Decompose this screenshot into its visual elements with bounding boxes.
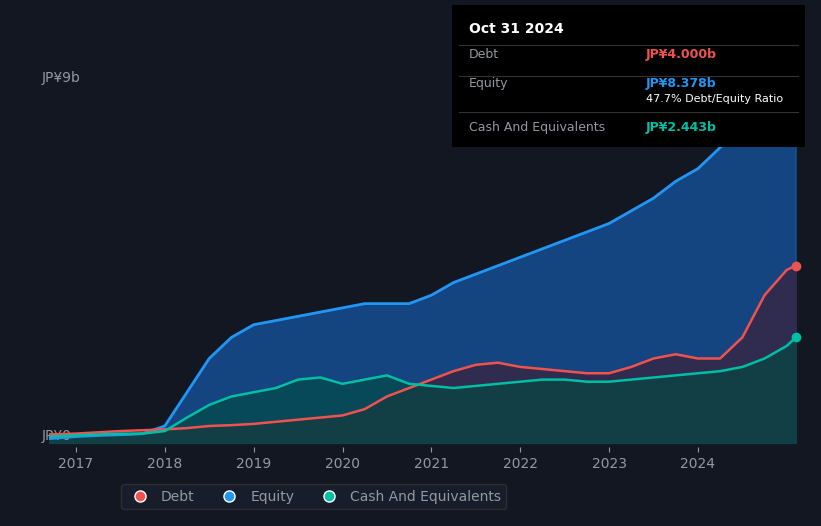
Text: Oct 31 2024: Oct 31 2024: [470, 22, 564, 36]
Text: JP¥2.443b: JP¥2.443b: [646, 121, 717, 134]
Text: Debt: Debt: [470, 48, 499, 62]
Text: JP¥9b: JP¥9b: [42, 71, 80, 85]
Text: JP¥4.000b: JP¥4.000b: [646, 48, 717, 62]
Text: Cash And Equivalents: Cash And Equivalents: [470, 121, 605, 134]
Text: Equity: Equity: [470, 77, 509, 90]
Legend: Debt, Equity, Cash And Equivalents: Debt, Equity, Cash And Equivalents: [121, 484, 507, 509]
Text: 47.7% Debt/Equity Ratio: 47.7% Debt/Equity Ratio: [646, 94, 783, 104]
Text: JP¥8.378b: JP¥8.378b: [646, 77, 717, 90]
Text: JP¥0: JP¥0: [42, 429, 71, 443]
